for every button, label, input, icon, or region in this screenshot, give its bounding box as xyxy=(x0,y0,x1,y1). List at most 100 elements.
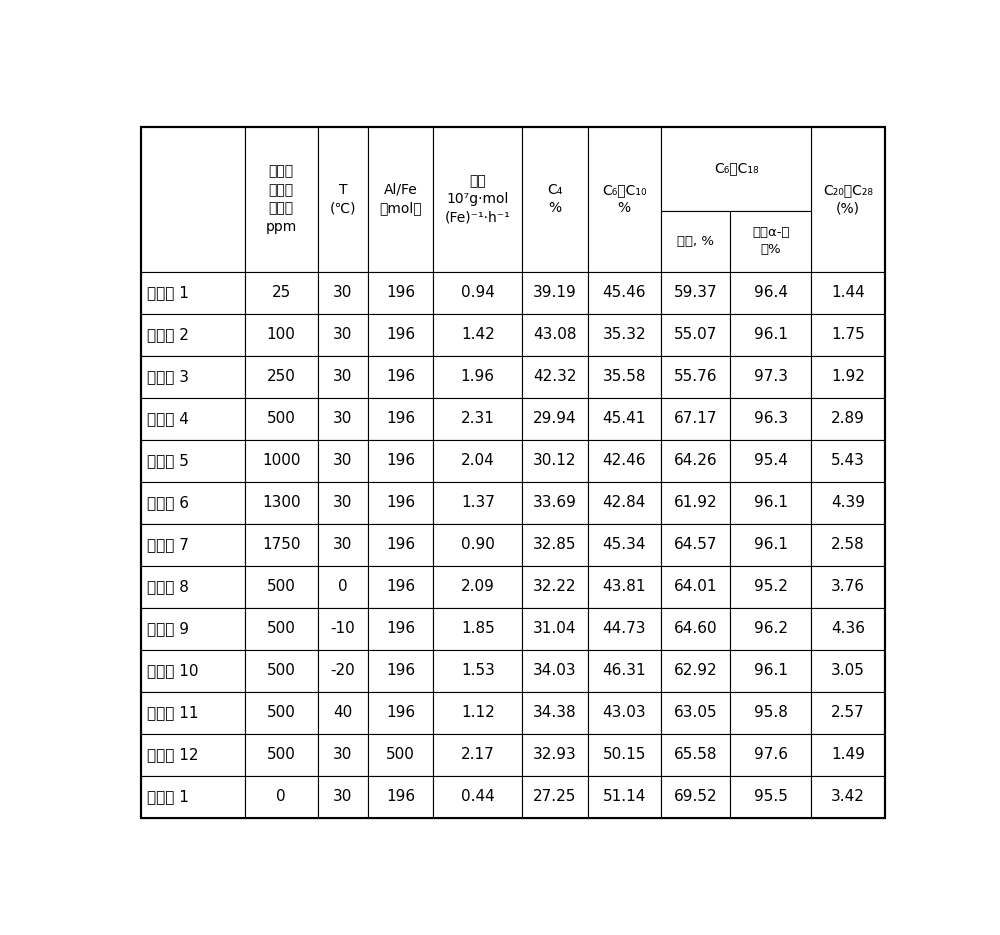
Bar xyxy=(588,734,661,776)
Text: 1.49: 1.49 xyxy=(831,747,865,762)
Text: 叔丁基
过氧化
氢含量
ppm: 叔丁基 过氧化 氢含量 ppm xyxy=(266,165,297,234)
Text: 500: 500 xyxy=(386,747,415,762)
Bar xyxy=(588,355,661,397)
Bar xyxy=(368,650,433,692)
Bar xyxy=(433,566,522,608)
Bar xyxy=(811,314,884,355)
Text: 95.2: 95.2 xyxy=(754,580,788,595)
Bar xyxy=(730,439,811,482)
Bar xyxy=(245,692,318,734)
Bar xyxy=(522,482,588,524)
Bar xyxy=(661,314,730,355)
Bar xyxy=(730,650,811,692)
Text: 46.31: 46.31 xyxy=(602,663,646,678)
Bar xyxy=(522,608,588,650)
Bar xyxy=(730,524,811,566)
Text: 2.57: 2.57 xyxy=(831,705,865,720)
Text: 1.42: 1.42 xyxy=(461,327,495,342)
Text: 实施例 2: 实施例 2 xyxy=(147,327,189,342)
Bar xyxy=(368,482,433,524)
Bar xyxy=(433,126,522,272)
Bar xyxy=(433,692,522,734)
Bar xyxy=(140,355,245,397)
Text: 42.32: 42.32 xyxy=(533,369,577,384)
Text: -10: -10 xyxy=(331,621,355,636)
Bar xyxy=(245,397,318,439)
Text: 2.89: 2.89 xyxy=(831,411,865,426)
Bar xyxy=(588,397,661,439)
Bar xyxy=(661,397,730,439)
Bar xyxy=(433,272,522,314)
Text: Al/Fe
（mol）: Al/Fe （mol） xyxy=(379,183,422,215)
Bar xyxy=(522,272,588,314)
Text: 55.07: 55.07 xyxy=(674,327,717,342)
Bar xyxy=(318,734,368,776)
Bar xyxy=(318,126,368,272)
Text: 1300: 1300 xyxy=(262,496,301,511)
Bar xyxy=(730,692,811,734)
Bar xyxy=(522,355,588,397)
Bar xyxy=(730,314,811,355)
Bar xyxy=(588,272,661,314)
Bar xyxy=(245,566,318,608)
Bar xyxy=(318,776,368,818)
Bar xyxy=(433,355,522,397)
Bar xyxy=(522,734,588,776)
Text: 对比例 1: 对比例 1 xyxy=(147,789,189,804)
Text: 实施例 10: 实施例 10 xyxy=(147,663,198,678)
Text: 0: 0 xyxy=(276,789,286,804)
Text: 196: 196 xyxy=(386,705,415,720)
Bar xyxy=(245,650,318,692)
Bar xyxy=(140,734,245,776)
Bar xyxy=(811,692,884,734)
Bar xyxy=(140,650,245,692)
Text: 32.22: 32.22 xyxy=(533,580,577,595)
Bar xyxy=(661,126,811,210)
Bar xyxy=(811,397,884,439)
Bar xyxy=(661,776,730,818)
Text: 50.15: 50.15 xyxy=(603,747,646,762)
Bar xyxy=(522,566,588,608)
Bar xyxy=(522,650,588,692)
Bar xyxy=(245,272,318,314)
Text: 196: 196 xyxy=(386,496,415,511)
Text: 2.04: 2.04 xyxy=(461,453,495,468)
Bar xyxy=(522,314,588,355)
Bar xyxy=(433,314,522,355)
Bar xyxy=(368,692,433,734)
Bar xyxy=(140,397,245,439)
Text: 196: 196 xyxy=(386,789,415,804)
Text: 43.03: 43.03 xyxy=(602,705,646,720)
Text: 5.43: 5.43 xyxy=(831,453,865,468)
Text: 61.92: 61.92 xyxy=(674,496,717,511)
Bar xyxy=(433,776,522,818)
Text: 0: 0 xyxy=(338,580,348,595)
Text: 196: 196 xyxy=(386,327,415,342)
Bar xyxy=(811,776,884,818)
Text: 196: 196 xyxy=(386,411,415,426)
Bar xyxy=(433,482,522,524)
Text: 196: 196 xyxy=(386,453,415,468)
Bar xyxy=(318,524,368,566)
Text: 196: 196 xyxy=(386,285,415,300)
Text: 32.85: 32.85 xyxy=(533,538,577,553)
Bar xyxy=(140,482,245,524)
Text: 196: 196 xyxy=(386,580,415,595)
Text: 43.81: 43.81 xyxy=(603,580,646,595)
Text: 96.3: 96.3 xyxy=(754,411,788,426)
Text: 4.36: 4.36 xyxy=(831,621,865,636)
Text: 64.57: 64.57 xyxy=(674,538,717,553)
Bar xyxy=(522,397,588,439)
Text: 96.4: 96.4 xyxy=(754,285,788,300)
Bar xyxy=(140,314,245,355)
Bar xyxy=(140,608,245,650)
Bar xyxy=(318,482,368,524)
Bar xyxy=(368,272,433,314)
Bar xyxy=(368,314,433,355)
Bar xyxy=(730,734,811,776)
Bar xyxy=(368,776,433,818)
Bar xyxy=(318,314,368,355)
Bar xyxy=(661,734,730,776)
Bar xyxy=(811,650,884,692)
Bar xyxy=(588,524,661,566)
